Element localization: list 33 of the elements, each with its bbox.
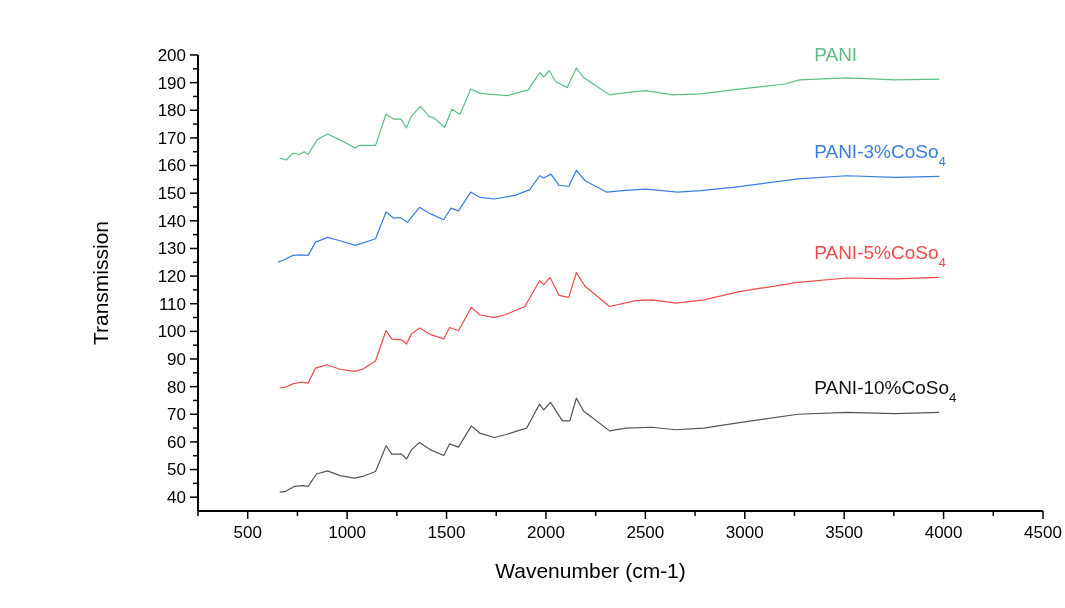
- x-tick-label: 500: [233, 523, 262, 542]
- y-tick-label: 60: [167, 432, 186, 452]
- y-tick-label: 110: [158, 294, 186, 314]
- y-tick-label: 180: [157, 101, 186, 121]
- y-tick-label: 130: [157, 239, 186, 259]
- x-tick-label: 3500: [825, 523, 864, 542]
- y-tick-label: 190: [157, 73, 186, 93]
- line-series: [279, 397, 940, 493]
- y-tick-label: 50: [167, 460, 186, 480]
- x-tick-label: 1500: [427, 523, 466, 542]
- y-tick-label: 100: [157, 322, 186, 342]
- y-tick-label: 70: [167, 405, 186, 425]
- y-tick-label: 90: [167, 349, 186, 369]
- series-label: PANI: [814, 44, 858, 66]
- y-tick-label: 140: [157, 211, 186, 231]
- x-tick-label: 4500: [1024, 523, 1062, 542]
- y-tick-label: 40: [167, 488, 186, 508]
- x-axis-title: Wavenumber (cm-1): [495, 559, 686, 582]
- y-tick-label: 200: [157, 45, 186, 65]
- series-label: PANI-3%CoSo$_{4}$: [814, 141, 946, 169]
- y-tick-label: 170: [157, 128, 186, 148]
- x-tick-label: 2000: [527, 523, 565, 542]
- x-tick-label: 1000: [328, 523, 367, 542]
- series-label: PANI-5%CoSo$_{4}$: [814, 242, 946, 270]
- x-tick-label: 3000: [725, 523, 764, 542]
- y-axis-title: Transmission: [89, 220, 112, 346]
- y-tick-label: 160: [157, 156, 186, 176]
- y-tick-label: 80: [167, 377, 186, 397]
- series-label: PANI-10%CoSo$_{4}$: [814, 377, 957, 405]
- x-tick-label: 4000: [924, 523, 963, 542]
- x-tick-label: 2500: [626, 523, 665, 542]
- y-tick-label: 150: [157, 184, 186, 204]
- y-tick-label: 120: [157, 267, 186, 287]
